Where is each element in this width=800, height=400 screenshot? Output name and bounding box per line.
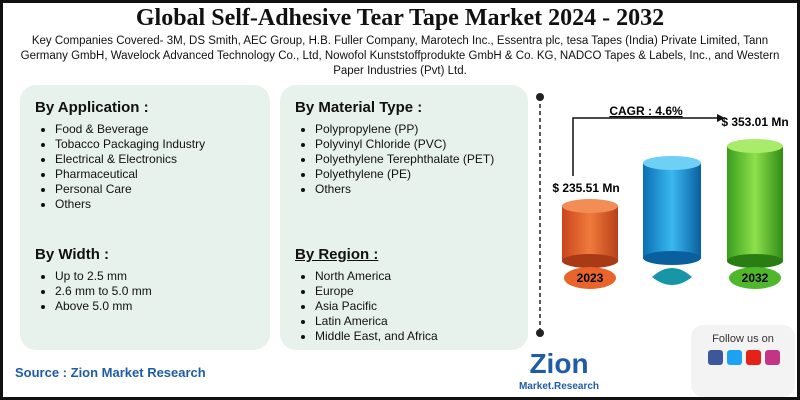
arrow-head <box>717 114 725 123</box>
decor-cylinder <box>643 163 701 258</box>
item-list: Polypropylene (PP)Polyvinyl Chloride (PV… <box>295 122 495 197</box>
decor-badge <box>652 268 692 285</box>
instagram-icon[interactable] <box>765 350 780 365</box>
youtube-icon[interactable] <box>746 350 761 365</box>
section-heading: By Width : <box>35 246 110 263</box>
list-item: Polyvinyl Chloride (PVC) <box>315 137 495 152</box>
cylinder <box>727 146 783 261</box>
title: Global Self-Adhesive Tear Tape Market 20… <box>135 5 665 31</box>
list-item: Food & Beverage <box>55 122 255 137</box>
item-list: Up to 2.5 mm2.6 mm to 5.0 mmAbove 5.0 mm <box>35 269 255 314</box>
cylinder-top <box>727 139 783 154</box>
left-panel <box>20 85 270 350</box>
facebook-icon[interactable] <box>708 350 723 365</box>
list-item: 2.6 mm to 5.0 mm <box>55 284 255 299</box>
list-item: North America <box>315 269 515 284</box>
list-item: Others <box>315 182 495 197</box>
list-item: Polypropylene (PP) <box>315 122 495 137</box>
year-badge <box>564 267 616 289</box>
social-box <box>691 325 795 397</box>
section-heading: By Region : <box>295 246 379 263</box>
chart-art: Follow us on Zion Market.Research 2023 $ … <box>519 93 795 397</box>
list-item: Polyethylene Terephthalate (PET) <box>315 152 495 167</box>
item-list: Food & BeverageTobacco Packaging Industr… <box>35 122 255 212</box>
decor-cylinder <box>643 251 701 265</box>
list-item: Polyethylene (PE) <box>315 167 495 182</box>
list-item: Asia Pacific <box>315 299 515 314</box>
cagr-label: CAGR : 4.6% <box>609 104 683 118</box>
region-section: By Region : North AmericaEuropeAsia Pacif… <box>295 246 515 344</box>
value-label: $ 353.01 Mn <box>721 115 788 129</box>
list-item: Europe <box>315 284 515 299</box>
list-item: Up to 2.5 mm <box>55 269 255 284</box>
list-item: Electrical & Electronics <box>55 152 255 167</box>
cylinder-top <box>562 199 618 214</box>
value-label: $ 235.51 Mn <box>552 181 619 195</box>
list-item: Middle East, and Africa <box>315 329 515 344</box>
divider-dot <box>536 93 544 101</box>
cylinder <box>562 206 618 261</box>
year-badge <box>729 267 781 289</box>
list-item: Personal Care <box>55 182 255 197</box>
application-section: By Application : Food & BeverageTobacco P… <box>35 99 255 212</box>
decor-cylinder <box>643 156 701 170</box>
cylinder-base <box>562 254 618 268</box>
subtitle: Key Companies Covered- 3M, DS Smith, AEC… <box>20 35 780 77</box>
cylinder-base <box>727 254 783 268</box>
divider-dot <box>536 329 544 337</box>
cagr-arrow <box>572 117 717 177</box>
list-item: Pharmaceutical <box>55 167 255 182</box>
year-label: 2032 <box>742 271 769 285</box>
material-section: By Material Type :Polypropylene (PP)Poly… <box>295 99 495 197</box>
year-label: 2023 <box>577 271 604 285</box>
list-item: Tobacco Packaging Industry <box>55 137 255 152</box>
logo-name: Zion <box>529 348 588 379</box>
list-item: Above 5.0 mm <box>55 299 255 314</box>
middle-panel <box>280 85 528 350</box>
section-heading: By Material Type : <box>295 99 423 116</box>
section-heading: By Application : <box>35 99 149 116</box>
twitter-icon[interactable] <box>727 350 742 365</box>
list-item: Latin America <box>315 314 515 329</box>
source: Source : Zion Market Research <box>15 365 206 380</box>
follow-text: Follow us on <box>712 333 774 345</box>
logo-tagline: Market.Research <box>519 381 599 392</box>
item-list: North AmericaEuropeAsia PacificLatin Ame… <box>295 269 515 344</box>
width-section: By Width : Up to 2.5 mm2.6 mm to 5.0 mmAb… <box>35 246 255 314</box>
list-item: Others <box>55 197 255 212</box>
